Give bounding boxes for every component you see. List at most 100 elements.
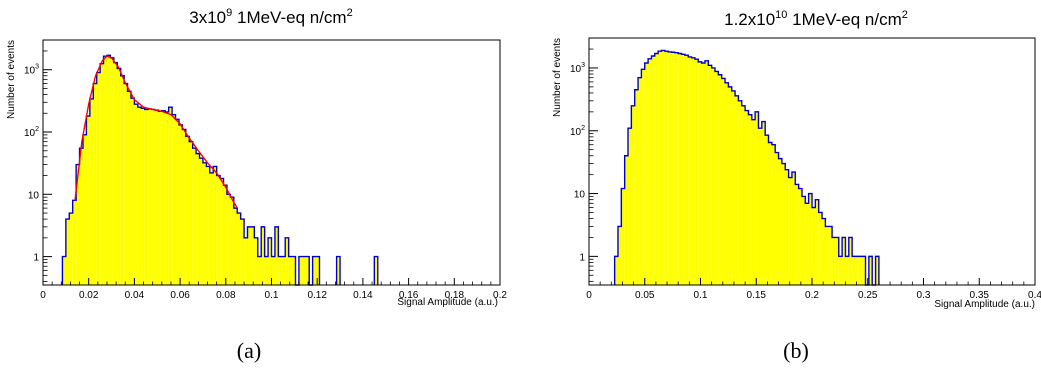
histogram-bin-a: [86, 116, 90, 285]
histogram-bin-b: [785, 169, 789, 285]
histogram-bin-a: [172, 114, 176, 286]
histogram-bin-b: [812, 207, 816, 285]
histogram-bin-b: [671, 52, 675, 285]
histogram-bin-b: [728, 86, 732, 286]
histogram-bin-a: [244, 237, 248, 285]
histogram-bin-a: [134, 104, 138, 285]
x-tick-label-b: 0.25: [858, 290, 878, 301]
histogram-bin-a: [233, 208, 238, 285]
histogram-bin-a: [110, 57, 114, 285]
histogram-bin-b: [795, 184, 799, 285]
histogram-bin-a: [271, 256, 275, 285]
x-tick-label-b: 0.15: [747, 290, 767, 301]
y-tick-label-a: 102: [24, 126, 39, 139]
histogram-outline-b: [613, 49, 880, 286]
histogram-bin-a: [281, 256, 286, 285]
histogram-bin-b: [778, 158, 782, 285]
histogram-bin-b: [775, 152, 779, 285]
histogram-bin-b: [701, 62, 705, 285]
histogram-bin-a: [168, 107, 173, 285]
histogram-bin-b: [855, 256, 859, 285]
histogram-bin-b: [681, 54, 685, 286]
histogram-bin-b: [755, 111, 759, 285]
histogram-bin-b: [875, 256, 879, 285]
histogram-bin-a: [206, 166, 210, 285]
histogram-panel-b: 1.2x1010 1MeV-eq n/cm2 Number of events …: [552, 9, 1041, 363]
histogram-bin-b: [711, 67, 715, 286]
x-tick-label-b: 0.3: [917, 290, 931, 301]
histogram-bin-b: [765, 135, 769, 285]
y-tick-label-base-a: 10: [24, 66, 36, 77]
histogram-bin-b: [818, 212, 823, 285]
histogram-bin-b: [624, 155, 629, 285]
histogram-bin-b: [781, 163, 786, 285]
histogram-bin-b: [664, 51, 669, 285]
histogram-bin-a: [154, 110, 159, 285]
histogram-bin-a: [144, 109, 149, 285]
histogram-bin-b: [822, 218, 826, 285]
histogram-bin-b: [842, 237, 846, 285]
histogram-bin-a: [374, 256, 378, 285]
histogram-bin-b: [858, 256, 863, 285]
histogram-bin-a: [96, 72, 101, 285]
histogram-bin-a: [189, 141, 193, 285]
histogram-bin-b: [788, 177, 792, 285]
histogram-bin-b: [694, 59, 699, 286]
histogram-bin-b: [651, 56, 655, 286]
histogram-bin-b: [658, 51, 662, 285]
x-tick-label-a: 0.14: [353, 290, 373, 301]
histogram-bin-a: [137, 107, 142, 285]
histogram-bin-b: [704, 60, 709, 286]
chart-title-b-unit-exponent: 2: [902, 9, 908, 21]
histogram-bin-a: [250, 226, 255, 285]
histogram-bin-b: [638, 77, 642, 285]
histogram-bin-b: [751, 119, 756, 286]
chart-title-b-base: 1.2x10: [724, 10, 775, 29]
y-axis-label-a: Number of events: [6, 40, 17, 119]
histogram-bin-b: [825, 226, 829, 285]
x-tick-label-a: 0: [40, 290, 46, 301]
y-tick-label-base-a: 10: [24, 128, 36, 139]
x-tick-label-b: 0.1: [694, 290, 708, 301]
chart-title-b-exponent: 10: [775, 9, 787, 21]
histogram-bin-a: [100, 63, 104, 286]
histogram-bin-b: [654, 53, 659, 285]
histogram-bin-b: [745, 110, 749, 285]
histogram-bin-a: [196, 153, 200, 285]
y-tick-label-b: 103: [570, 62, 585, 75]
histogram-bin-a: [274, 226, 279, 285]
x-tick-label-a: 0.12: [307, 290, 327, 301]
histogram-bin-b: [791, 172, 796, 285]
histogram-bin-b: [805, 203, 809, 285]
chart-title-a-unit: 1MeV-eq n/cm: [232, 8, 346, 27]
histogram-bin-a: [199, 158, 203, 285]
histogram-bin-b: [674, 52, 679, 286]
x-axis-label-a: Signal Amplitude (a.u.): [397, 297, 498, 308]
x-tick-label-a: 0.04: [125, 290, 145, 301]
histogram-bin-b: [798, 188, 802, 285]
histogram-bin-a: [292, 256, 296, 285]
histogram-bin-b: [725, 82, 729, 285]
histogram-bin-b: [852, 256, 856, 285]
histogram-bin-b: [661, 50, 665, 286]
y-tick-label-a: 10: [28, 190, 40, 201]
histogram-bin-a: [216, 175, 221, 285]
chart-title-a-exponent: 9: [226, 7, 232, 19]
histogram-bin-a: [316, 256, 320, 285]
histogram-bin-a: [89, 98, 94, 285]
histogram-bin-b: [828, 226, 833, 285]
histogram-bin-a: [202, 162, 207, 285]
histogram-bin-a: [336, 256, 341, 285]
histogram-bin-b: [684, 55, 689, 285]
histogram-bin-a: [103, 56, 107, 285]
y-tick-label-base-b: 10: [570, 64, 582, 75]
histogram-bin-a: [298, 256, 303, 285]
y-tick-label-exponent-a: 3: [35, 64, 39, 71]
histogram-bin-b: [688, 56, 692, 285]
histogram-bin-a: [237, 213, 241, 285]
histogram-bin-a: [148, 108, 152, 286]
histogram-bin-a: [65, 219, 70, 285]
histogram-bin-b: [748, 114, 752, 285]
y-tick-label-base-a: 1: [33, 253, 39, 264]
